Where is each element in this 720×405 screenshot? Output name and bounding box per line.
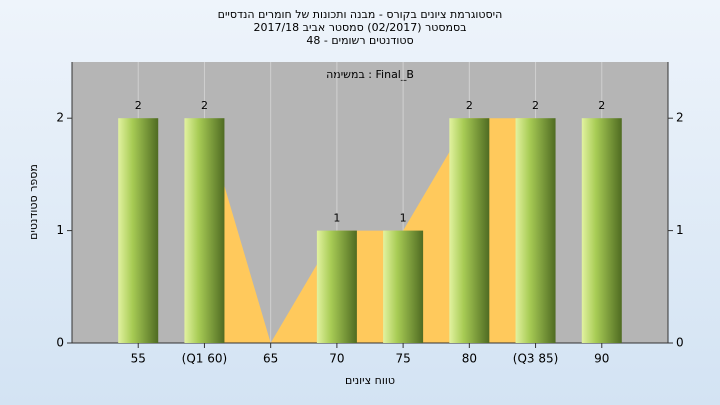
chart-subtitle: בסמסטר (02/2017) סמסטר אביב 2017/18 xyxy=(253,21,466,34)
x-tick-label: 55 xyxy=(131,352,146,366)
y2-tick-label: 1 xyxy=(676,223,684,237)
x-tick-label: 65 xyxy=(263,352,278,366)
y2-tick-label: 0 xyxy=(676,336,684,350)
y2-tick-label: 2 xyxy=(676,111,684,125)
bar xyxy=(184,118,225,343)
y-tick-label: 1 xyxy=(56,223,64,237)
x-tick-label: 80 xyxy=(462,352,477,366)
data-label: 1 xyxy=(400,212,407,225)
x-tick-label: (Q1 60) xyxy=(182,352,228,366)
bar xyxy=(383,230,424,343)
data-label: 2 xyxy=(201,99,208,112)
y-tick-label: 0 xyxy=(56,336,64,350)
y-tick-label: 2 xyxy=(56,111,64,125)
data-label: 2 xyxy=(532,99,539,112)
bar xyxy=(581,118,622,343)
x-tick-label: (Q3 85) xyxy=(513,352,559,366)
bar xyxy=(118,118,159,343)
x-tick-label: 70 xyxy=(329,352,344,366)
x-tick-label: 90 xyxy=(594,352,609,366)
data-label: 2 xyxy=(598,99,605,112)
x-tick-label: 75 xyxy=(395,352,410,366)
data-label: 2 xyxy=(135,99,142,112)
bar xyxy=(449,118,490,343)
y-axis-label: מספר סטודנטים xyxy=(27,164,40,240)
chart-subtitle: סטודנטים רשומים - 48 xyxy=(306,34,413,47)
data-label: 2 xyxy=(466,99,473,112)
bar xyxy=(515,118,556,343)
annotation: במשימה : Final_B xyxy=(326,68,414,81)
data-label: 1 xyxy=(333,212,340,225)
bar xyxy=(316,230,357,343)
x-axis-label: טווח ציונים xyxy=(345,374,395,387)
chart-title: היסטוגרמת ציונים בקורס - מבנה ותכונות של… xyxy=(218,8,503,21)
